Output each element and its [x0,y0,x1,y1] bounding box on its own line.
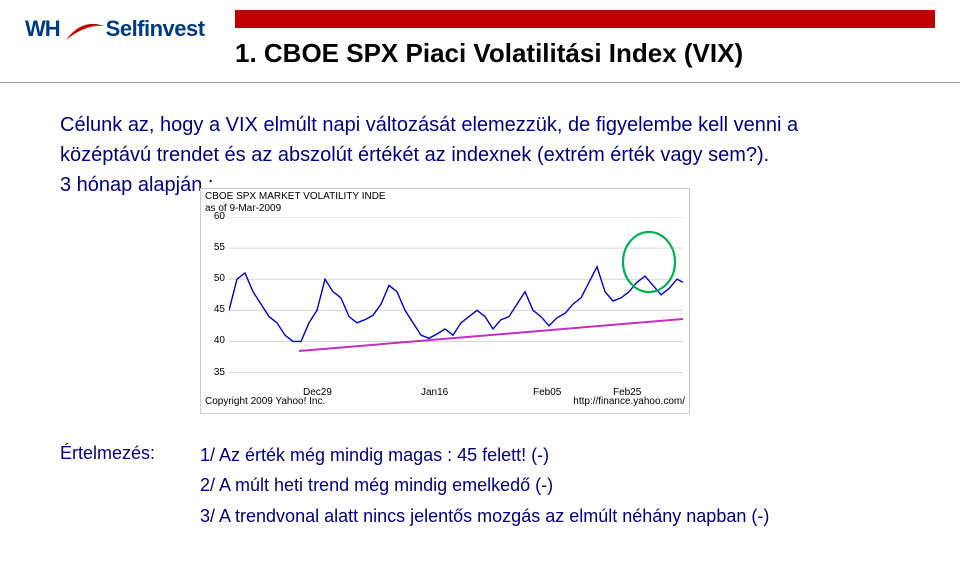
chart-y-tick-label: 55 [203,242,225,253]
chart-y-tick-label: 35 [203,367,225,378]
interpretation-item: 1/ Az érték még mindig magas : 45 felett… [200,443,920,467]
chart-y-tick-label: 50 [203,273,225,284]
chart-title: CBOE SPX MARKET VOLATILITY INDE [205,191,386,202]
chart-plot-area [229,217,683,385]
logo-wh-text: WH [25,16,60,42]
slide-page: WH Selfinvest 1. CBOE SPX Piaci Volatili… [0,0,960,573]
chart-y-tick-label: 40 [203,335,225,346]
interpretation-list: 1/ Az érték még mindig magas : 45 felett… [200,443,920,534]
title-accent-bar [235,10,935,28]
chart-x-tick-label: Jan16 [421,387,448,398]
chart-x-tick-label: Feb05 [533,387,561,398]
chart-y-tick-label: 45 [203,304,225,315]
intro-line-2: középtávú trendet és az abszolút értékét… [60,142,920,168]
logo-globe-icon [66,12,100,46]
page-title: 1. CBOE SPX Piaci Volatilitási Index (VI… [235,38,743,69]
chart-source-url: http://finance.yahoo.com/ [573,396,685,407]
chart-copyright: Copyright 2009 Yahoo! Inc. [205,396,325,407]
logo-selfinvest-text: Selfinvest [106,16,205,42]
chart-svg [229,217,683,385]
horizontal-divider [0,82,960,83]
brand-logo: WH Selfinvest [25,12,205,46]
interpretation-item: 3/ A trendvonal alatt nincs jelentős moz… [200,504,920,528]
interpretation-item: 2/ A múlt heti trend még mindig emelkedő… [200,473,920,497]
chart-y-tick-label: 60 [203,211,225,222]
interpretation-label: Értelmezés: [60,443,155,464]
intro-line-1: Célunk az, hogy a VIX elmúlt napi változ… [60,112,920,138]
logo-swoosh-icon [64,20,104,46]
vix-chart: CBOE SPX MARKET VOLATILITY INDE as of 9-… [200,188,690,414]
